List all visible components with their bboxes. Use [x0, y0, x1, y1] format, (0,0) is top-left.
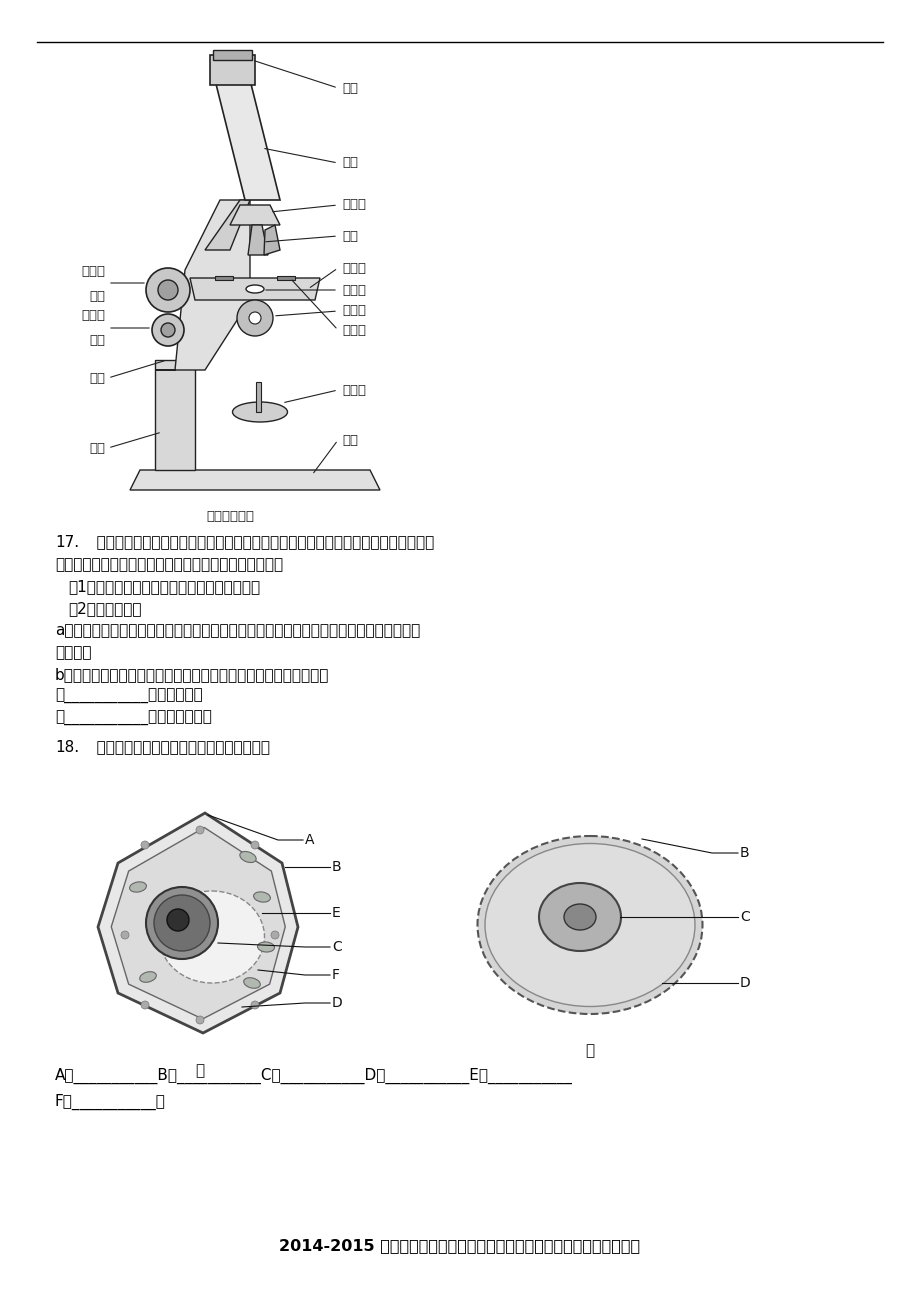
- Circle shape: [153, 894, 210, 950]
- Text: 18.: 18.: [55, 740, 79, 755]
- Text: A、___________B、___________C、___________D、___________E、___________: A、___________B、___________C、___________D…: [55, 1068, 573, 1085]
- Circle shape: [146, 268, 190, 312]
- Text: E: E: [332, 906, 340, 921]
- Text: 细准焦: 细准焦: [81, 309, 105, 322]
- Polygon shape: [154, 201, 250, 370]
- Ellipse shape: [484, 844, 694, 1006]
- Text: 转换器: 转换器: [342, 198, 366, 211]
- Bar: [213, 49, 252, 60]
- Text: （1）假设：植物的枝叶具有向光生长的特性．: （1）假设：植物的枝叶具有向光生长的特性．: [68, 579, 260, 594]
- Bar: [210, 55, 255, 85]
- Text: 压片夹: 压片夹: [342, 323, 366, 336]
- Ellipse shape: [140, 971, 156, 982]
- Text: b、按时给甲、乙浇相同的水和施相同的肥，定时观察它们的长势．: b、按时给甲、乙浇相同的水和施相同的肥，定时观察它们的长势．: [55, 667, 329, 682]
- Polygon shape: [264, 225, 279, 255]
- Ellipse shape: [254, 892, 270, 902]
- Polygon shape: [98, 812, 298, 1032]
- Ellipse shape: [257, 941, 274, 952]
- Text: 2014-2015 学年贵州省遵义市绥阳县洋川中学七年级（上）期中生物试卷: 2014-2015 学年贵州省遵义市绥阳县洋川中学七年级（上）期中生物试卷: [279, 1238, 640, 1253]
- Polygon shape: [111, 828, 285, 1019]
- Ellipse shape: [244, 978, 260, 988]
- Polygon shape: [248, 225, 267, 255]
- Text: 指出下列细胞中字母代表的细胞结构名称．: 指出下列细胞中字母代表的细胞结构名称．: [82, 740, 269, 755]
- Circle shape: [161, 323, 175, 337]
- Text: 17.: 17.: [55, 535, 79, 549]
- Text: 目镜: 目镜: [342, 82, 357, 95]
- Circle shape: [249, 312, 261, 324]
- Text: A: A: [305, 833, 314, 848]
- Polygon shape: [130, 470, 380, 490]
- Ellipse shape: [563, 904, 596, 930]
- Text: C: C: [739, 910, 749, 924]
- Text: 螺旋: 螺旋: [89, 335, 105, 348]
- Text: 乙: 乙: [584, 1043, 594, 1059]
- Polygon shape: [215, 276, 233, 280]
- Text: 反光镜: 反光镜: [342, 384, 366, 397]
- Text: D: D: [332, 996, 343, 1010]
- Polygon shape: [277, 276, 295, 280]
- Circle shape: [121, 931, 129, 939]
- Circle shape: [158, 280, 177, 299]
- Text: B: B: [739, 846, 749, 861]
- Text: F、___________．: F、___________．: [55, 1094, 165, 1111]
- Circle shape: [141, 1001, 149, 1009]
- Text: 物镜: 物镜: [342, 229, 357, 242]
- Text: F: F: [332, 967, 340, 982]
- Text: 若___________，假设不成立．: 若___________，假设不成立．: [55, 711, 211, 727]
- Polygon shape: [215, 79, 279, 201]
- Circle shape: [146, 887, 218, 960]
- Ellipse shape: [159, 891, 265, 983]
- Text: 载物台: 载物台: [342, 262, 366, 275]
- Polygon shape: [230, 204, 279, 225]
- Text: 镜筒: 镜筒: [342, 156, 357, 169]
- Text: a、取两盆长势相同的同种植物甲和乙，将甲放在只有一扇小窗的暗室内，乙放在无遮挡有: a、取两盆长势相同的同种植物甲和乙，将甲放在只有一扇小窗的暗室内，乙放在无遮挡有: [55, 622, 420, 638]
- Circle shape: [251, 1001, 259, 1009]
- Text: 镜座: 镜座: [342, 434, 357, 447]
- Text: （2）实验计划：: （2）实验计划：: [68, 602, 142, 616]
- Ellipse shape: [477, 836, 702, 1014]
- Text: 甲: 甲: [195, 1062, 204, 1078]
- Text: 显微镜的结构: 显微镜的结构: [206, 510, 254, 523]
- Circle shape: [141, 841, 149, 849]
- Text: 通光孔: 通光孔: [342, 284, 366, 297]
- Text: 遮光器: 遮光器: [342, 305, 366, 318]
- Text: C: C: [332, 940, 341, 954]
- Text: 若___________，假设成立．: 若___________，假设成立．: [55, 689, 202, 704]
- Polygon shape: [190, 279, 320, 299]
- Ellipse shape: [240, 852, 255, 862]
- Text: 镜柱: 镜柱: [89, 441, 105, 454]
- Polygon shape: [154, 359, 195, 470]
- Text: 粗准焦: 粗准焦: [81, 266, 105, 279]
- Text: 镜臂: 镜臂: [89, 371, 105, 384]
- Circle shape: [237, 299, 273, 336]
- Ellipse shape: [539, 883, 620, 950]
- Text: 生物兴趣小组发现：窗台上栽种的植物总是朝室外一侧比室内一侧长得茂盛，为探明: 生物兴趣小组发现：窗台上栽种的植物总是朝室外一侧比室内一侧长得茂盛，为探明: [82, 535, 434, 549]
- Circle shape: [271, 931, 278, 939]
- Text: 其原因，兴趣小组的同学作出了假设并进行了简单探究：: 其原因，兴趣小组的同学作出了假设并进行了简单探究：: [55, 557, 283, 572]
- Text: D: D: [739, 976, 750, 990]
- Text: 露天下．: 露天下．: [55, 644, 91, 660]
- Circle shape: [152, 314, 184, 346]
- Polygon shape: [205, 201, 250, 250]
- Ellipse shape: [130, 881, 146, 892]
- Text: 螺旋: 螺旋: [89, 290, 105, 303]
- Circle shape: [196, 825, 204, 835]
- Circle shape: [167, 909, 188, 931]
- Text: B: B: [332, 861, 341, 874]
- Circle shape: [196, 1016, 204, 1023]
- Ellipse shape: [245, 285, 264, 293]
- Ellipse shape: [233, 402, 288, 422]
- Bar: [255, 381, 261, 411]
- Circle shape: [251, 841, 259, 849]
